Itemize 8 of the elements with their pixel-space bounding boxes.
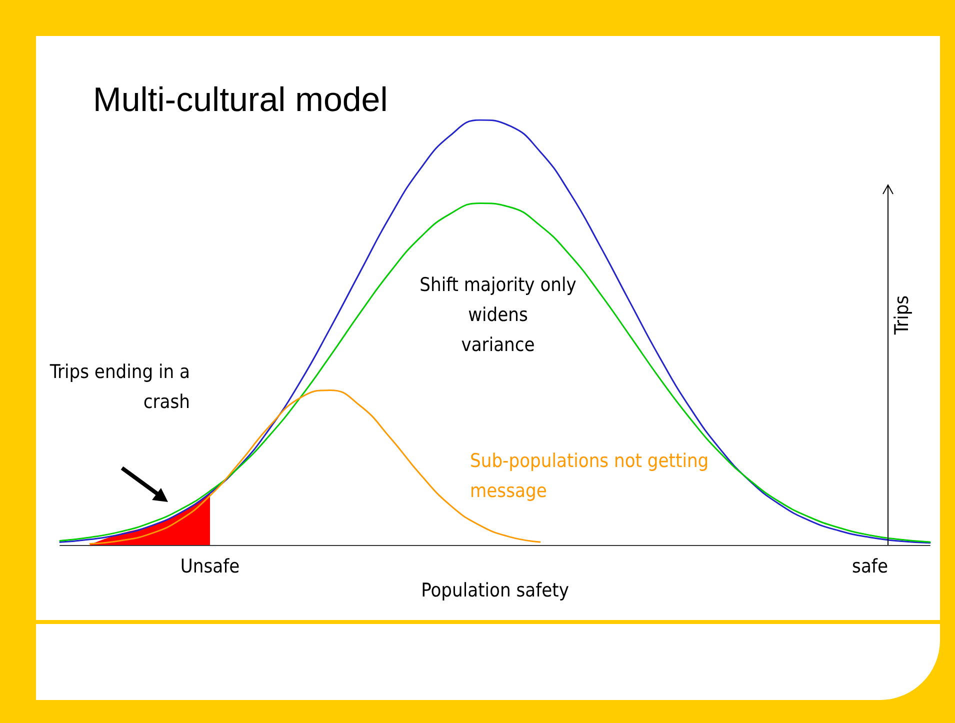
x-tick-label: Unsafe — [180, 556, 240, 578]
y-axis-title: Trips — [891, 295, 913, 336]
annotation: Trips ending in a crash — [48, 361, 190, 413]
x-tick-label: safe — [852, 556, 888, 578]
chart-title: Multi-cultural model — [93, 81, 388, 119]
x-axis-title: Population safety — [421, 579, 569, 602]
annotation: Shift majority only widens variance — [420, 274, 576, 356]
series-label: Sub-populations not getting message — [470, 450, 709, 502]
